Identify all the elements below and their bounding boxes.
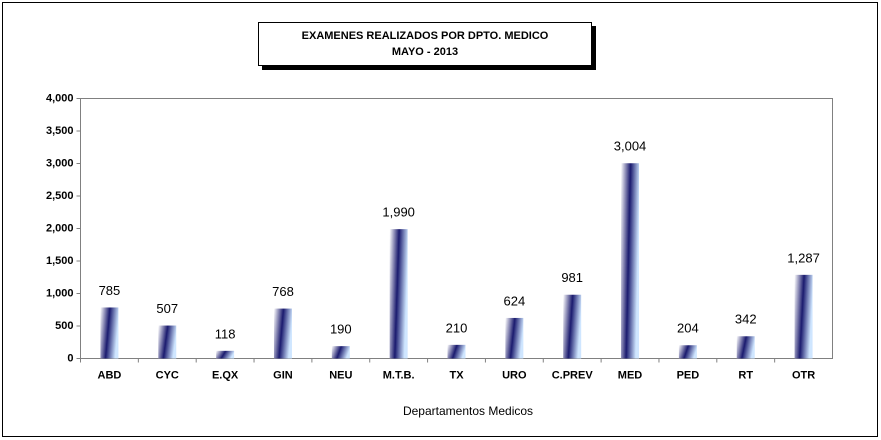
x-tick-label: CYC [156,369,179,381]
x-tick-label: M.T.B. [383,369,415,381]
y-tick-label: 4,000 [46,92,74,104]
x-tick-label: MED [618,369,643,381]
value-label: 507 [156,301,178,316]
bar [447,344,466,359]
x-tick-label: GIN [273,369,293,381]
chart-title: EXAMENES REALIZADOS POR DPTO. MEDICO [302,30,549,42]
y-tick-label: 2,500 [46,190,74,202]
x-tick-label: ABD [98,369,122,381]
y-tick-label: 1,000 [46,287,74,299]
value-label: 190 [330,322,352,337]
y-tick-label: 0 [67,352,73,364]
bar [621,163,640,359]
value-label: 3,004 [614,139,647,154]
title-box [258,22,592,66]
value-label: 210 [446,320,468,335]
x-tick-label: OTR [792,369,815,381]
value-label: 118 [215,326,236,341]
value-label: 981 [561,270,583,285]
y-tick-label: 2,000 [46,222,74,234]
y-tick-label: 3,000 [46,157,74,169]
y-tick-label: 3,500 [46,125,74,137]
chart-subtitle: MAYO - 2013 [392,46,458,58]
x-tick-label: C.PREV [552,369,594,381]
bar [216,350,235,359]
value-label: 624 [503,293,525,308]
x-tick-label: TX [449,369,464,381]
value-label: 768 [272,284,294,299]
y-tick-label: 500 [55,320,73,332]
bar [794,274,813,359]
bar [100,307,119,359]
bar [331,346,350,359]
y-tick-label: 1,500 [46,255,74,267]
x-tick-label: E.QX [212,369,239,381]
bar [273,308,292,359]
bar [736,336,755,359]
value-label: 1,287 [787,250,820,265]
bar [389,229,408,359]
x-tick-label: URO [502,369,527,381]
x-tick-label: PED [677,369,700,381]
bar [158,325,177,359]
value-label: 342 [735,312,757,327]
bar [505,317,524,359]
value-label: 785 [99,283,121,298]
x-tick-label: NEU [329,369,352,381]
bar [563,294,582,359]
x-axis-label: Departamentos Medicos [403,404,533,418]
bar [678,345,697,359]
x-tick-label: RT [738,369,753,381]
value-label: 204 [677,321,699,336]
value-label: 1,990 [382,205,415,220]
